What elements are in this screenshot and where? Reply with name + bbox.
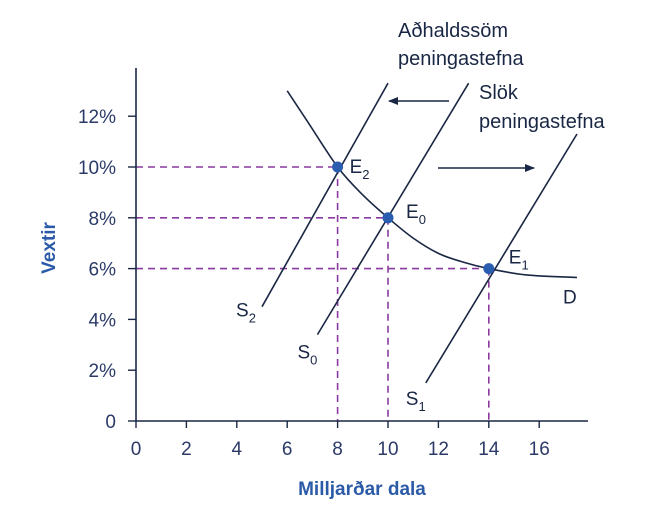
equilibrium-points — [332, 161, 495, 275]
x-tick-label-8: 16 — [529, 439, 550, 460]
equilibrium-point-e2 — [332, 161, 344, 173]
x-axis-title: Milljarðar dala — [298, 479, 426, 500]
equilibrium-label-e1: E1 — [509, 248, 529, 273]
x-tick-label-1: 2 — [181, 439, 192, 460]
loose-policy-label-line2: peningastefna — [479, 111, 606, 133]
tight-policy-annotation: Aðhaldssöm peningastefna — [388, 20, 525, 105]
supply-label-s1: S1 — [406, 389, 426, 414]
y-axis-ticks: 0 2% 4% 6% 8% 10% 12% — [78, 107, 136, 433]
supply-label-s0: S0 — [297, 343, 317, 368]
supply-curve-s0 — [316, 82, 470, 336]
curve-labels: E2 E0 E1 S2 S0 S1 D — [236, 157, 577, 414]
tight-policy-label-line1: Aðhaldssöm — [398, 20, 508, 42]
y-tick-label-6: 12% — [78, 107, 116, 128]
y-tick-label-5: 10% — [78, 158, 116, 179]
loose-policy-annotation: Slök peningastefna — [438, 82, 606, 172]
x-tick-label-6: 12 — [428, 439, 449, 460]
curves — [261, 82, 578, 384]
guide-lines — [136, 166, 490, 421]
y-tick-label-4: 8% — [89, 209, 117, 230]
y-tick-label-1: 2% — [89, 361, 117, 382]
supply-label-s2: S2 — [236, 301, 256, 326]
supply-curve-s1 — [425, 133, 578, 384]
x-tick-label-4: 8 — [332, 439, 343, 460]
demand-label: D — [563, 287, 577, 308]
x-tick-label-3: 6 — [282, 439, 293, 460]
demand-curve — [286, 90, 578, 279]
x-axis-ticks: 0 2 4 6 8 10 12 14 16 — [131, 421, 550, 460]
y-tick-label-3: 6% — [89, 260, 117, 281]
loose-policy-label-line1: Slök — [479, 82, 519, 104]
y-tick-label-0: 0 — [105, 412, 116, 433]
tight-policy-label-line2: peningastefna — [398, 48, 525, 70]
equilibrium-point-e1 — [483, 263, 495, 275]
x-tick-label-2: 4 — [232, 439, 243, 460]
x-tick-label-5: 10 — [377, 439, 398, 460]
equilibrium-label-e0: E0 — [406, 202, 426, 227]
x-tick-label-7: 14 — [478, 439, 500, 460]
equilibrium-point-e0 — [382, 212, 394, 224]
x-tick-label-0: 0 — [131, 439, 142, 460]
supply-curve-s2 — [261, 82, 389, 308]
y-axis-title: Vextir — [39, 222, 60, 274]
equilibrium-label-e2: E2 — [350, 157, 370, 182]
y-tick-label-2: 4% — [89, 310, 117, 331]
